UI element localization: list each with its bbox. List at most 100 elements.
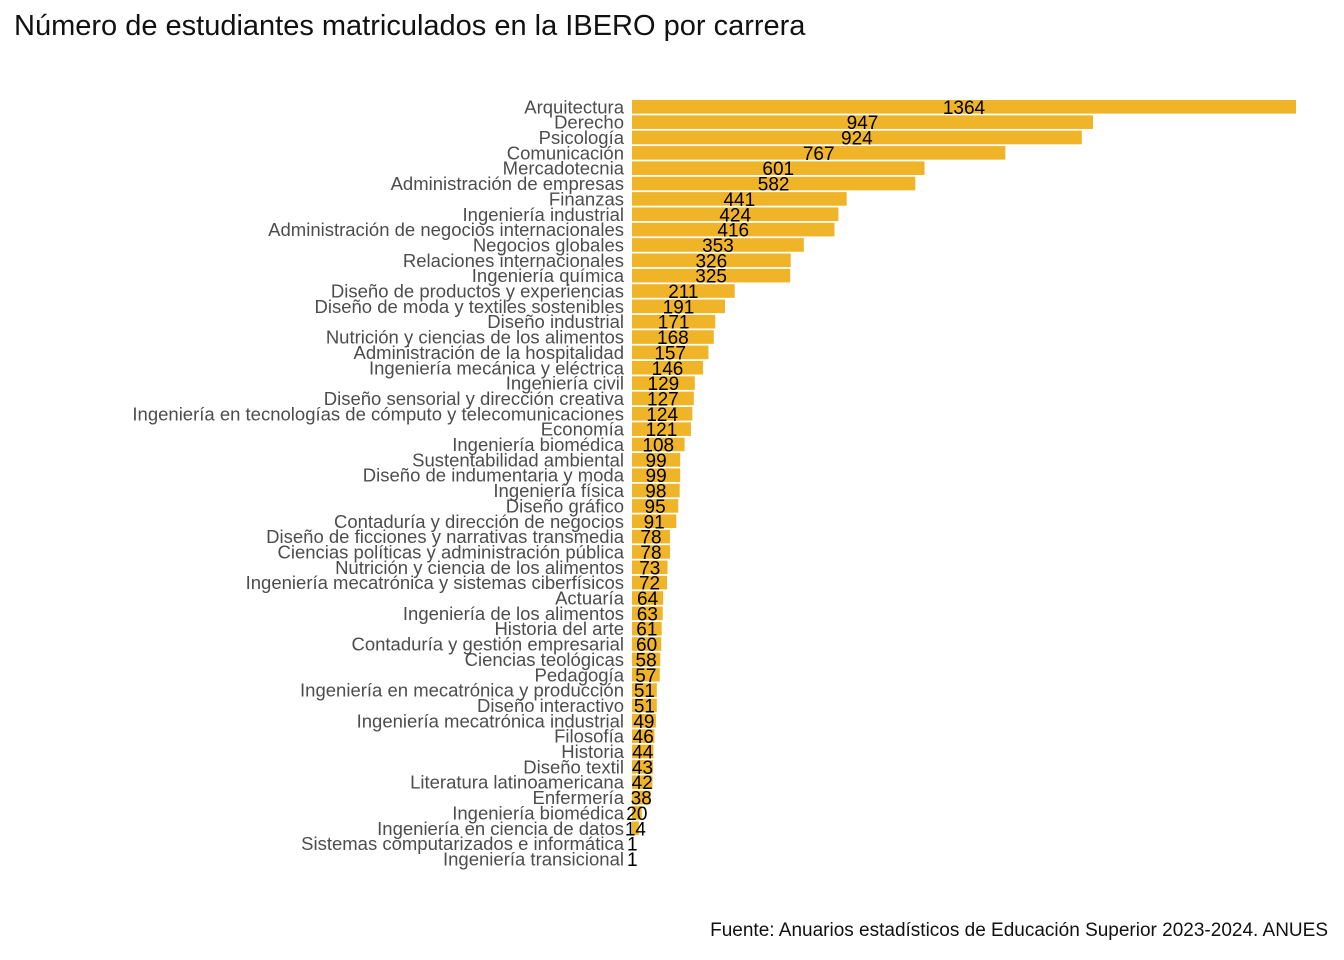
bar bbox=[632, 161, 925, 175]
category-label: Pedagogía bbox=[534, 664, 624, 685]
value-label: 46 bbox=[633, 727, 654, 748]
value-label: 129 bbox=[648, 374, 680, 395]
bar bbox=[632, 637, 662, 651]
value-label: 61 bbox=[636, 620, 657, 641]
value-label: 73 bbox=[639, 558, 660, 579]
bar bbox=[632, 345, 709, 360]
value-label: 1 bbox=[627, 850, 638, 871]
value-label: 78 bbox=[640, 543, 661, 564]
value-label: 326 bbox=[695, 251, 727, 272]
bar bbox=[632, 714, 656, 728]
category-label: Diseño de productos y experiencias bbox=[331, 281, 624, 302]
bar bbox=[632, 760, 653, 774]
bar bbox=[632, 299, 725, 314]
category-label: Nutrición y ciencias de los alimentos bbox=[326, 327, 624, 348]
value-label: 127 bbox=[647, 389, 679, 410]
value-label: 43 bbox=[632, 758, 653, 779]
value-label: 601 bbox=[762, 159, 794, 180]
value-label: 108 bbox=[642, 436, 674, 457]
bar bbox=[632, 821, 639, 836]
bar bbox=[632, 192, 847, 206]
value-label: 60 bbox=[636, 635, 657, 656]
value-label: 767 bbox=[803, 144, 835, 165]
category-label: Ingeniería química bbox=[472, 265, 625, 286]
category-label: Diseño de indumentaria y moda bbox=[363, 465, 625, 486]
bar bbox=[632, 545, 670, 559]
category-label: Ciencias políticas y administración públ… bbox=[277, 541, 624, 562]
category-label: Ingeniería mecánica y eléctrica bbox=[369, 357, 625, 378]
bar bbox=[632, 575, 668, 590]
value-label: 42 bbox=[632, 773, 653, 794]
category-label: Contaduría y dirección de negocios bbox=[334, 511, 624, 532]
value-label: 124 bbox=[646, 405, 678, 426]
bar bbox=[632, 360, 704, 375]
bar bbox=[632, 591, 664, 605]
bar bbox=[632, 499, 679, 513]
category-label: Derecho bbox=[554, 112, 624, 133]
value-label: 416 bbox=[717, 221, 749, 242]
category-label: Diseño industrial bbox=[487, 311, 624, 332]
value-label: 44 bbox=[632, 743, 654, 764]
bar bbox=[632, 284, 735, 298]
category-label: Ingeniería en mecatrónica y producción bbox=[300, 680, 624, 701]
bar bbox=[632, 621, 662, 636]
bar bbox=[632, 483, 680, 498]
category-label: Ingeniería mecatrónica industrial bbox=[357, 710, 624, 731]
value-label: 98 bbox=[645, 482, 666, 503]
value-label: 57 bbox=[635, 666, 656, 687]
category-label: Comunicación bbox=[507, 142, 624, 163]
value-label: 582 bbox=[758, 175, 790, 196]
value-label: 1 bbox=[627, 835, 638, 856]
category-label: Diseño interactivo bbox=[477, 695, 624, 716]
category-label: Ingeniería de los alimentos bbox=[403, 603, 624, 624]
value-label: 78 bbox=[640, 528, 661, 549]
category-label: Historia del arte bbox=[494, 618, 624, 639]
category-label: Ciencias teológicas bbox=[465, 649, 624, 670]
category-label: Contaduría y gestión empresarial bbox=[351, 634, 624, 655]
category-label: Negocios globales bbox=[473, 234, 624, 255]
category-label: Diseño de moda y textiles sostenibles bbox=[314, 296, 624, 317]
value-label: 58 bbox=[636, 650, 657, 671]
value-label: 146 bbox=[652, 359, 684, 380]
category-label: Ingeniería civil bbox=[506, 373, 624, 394]
bar bbox=[632, 437, 685, 452]
bar bbox=[632, 222, 835, 237]
category-label: Actuaría bbox=[555, 588, 625, 609]
value-label: 924 bbox=[841, 129, 873, 150]
value-label: 325 bbox=[695, 267, 727, 288]
category-label: Ingeniería física bbox=[493, 480, 624, 501]
value-labels: 1364947924767601582441424416353326325211… bbox=[625, 98, 986, 871]
value-label: 121 bbox=[646, 420, 678, 441]
bar bbox=[632, 407, 693, 421]
bars-layer bbox=[632, 100, 1296, 866]
category-label: Nutrición y ciencia de los alimentos bbox=[335, 557, 624, 578]
bar bbox=[632, 268, 791, 283]
value-label: 211 bbox=[668, 282, 698, 303]
category-label: Ingeniería biomédica bbox=[452, 434, 624, 455]
category-label: Ingeniería biomédica bbox=[452, 802, 624, 823]
bar bbox=[632, 698, 657, 713]
bar bbox=[632, 836, 633, 851]
value-label: 353 bbox=[702, 236, 734, 257]
value-label: 157 bbox=[654, 343, 686, 364]
category-label: Administración de negocios internacional… bbox=[268, 219, 624, 240]
value-label: 1364 bbox=[943, 98, 986, 119]
value-label: 49 bbox=[633, 712, 654, 733]
value-label: 441 bbox=[723, 190, 755, 211]
value-label: 91 bbox=[644, 512, 665, 533]
category-label: Diseño textil bbox=[523, 756, 624, 777]
bar bbox=[632, 146, 1006, 160]
category-label: Historia bbox=[561, 741, 624, 762]
value-label: 51 bbox=[634, 696, 655, 717]
value-label: 20 bbox=[626, 804, 647, 825]
category-label: Relaciones internacionales bbox=[403, 250, 624, 271]
bar bbox=[632, 253, 791, 268]
chart-caption: Fuente: Anuarios estadísticos de Educaci… bbox=[710, 920, 1328, 941]
bar bbox=[632, 683, 657, 697]
bar bbox=[632, 560, 668, 575]
bar bbox=[632, 453, 681, 467]
category-label: Mercadotecnia bbox=[503, 158, 625, 179]
category-label: Ingeniería mecatrónica y sistemas ciberf… bbox=[246, 572, 624, 593]
bar bbox=[632, 207, 839, 222]
